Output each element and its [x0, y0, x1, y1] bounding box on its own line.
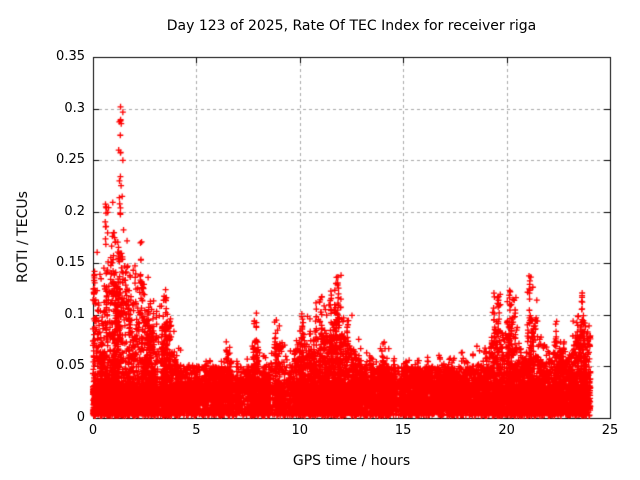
x-tick-label: 5: [192, 423, 201, 438]
x-tick-label: 25: [601, 423, 619, 438]
y-tick-label: 0.05: [56, 358, 85, 374]
x-tick-label: 0: [88, 423, 98, 438]
x-tick-label: 20: [498, 423, 515, 438]
y-tick-label: 0.1: [64, 306, 85, 322]
x-tick-label: 15: [394, 423, 412, 438]
chart-title: Day 123 of 2025, Rate Of TEC Index for r…: [166, 18, 537, 34]
y-tick-label: 0.25: [56, 152, 85, 168]
y-tick-label: 0.2: [64, 203, 85, 219]
y-tick-label: 0.3: [64, 100, 85, 116]
x-tick-label: 10: [291, 423, 309, 438]
x-axis-label: GPS time / hours: [292, 453, 411, 469]
y-tick-label: 0.35: [56, 49, 85, 64]
y-tick-label: 0.15: [56, 255, 85, 271]
y-tick-label: 0: [76, 410, 85, 425]
